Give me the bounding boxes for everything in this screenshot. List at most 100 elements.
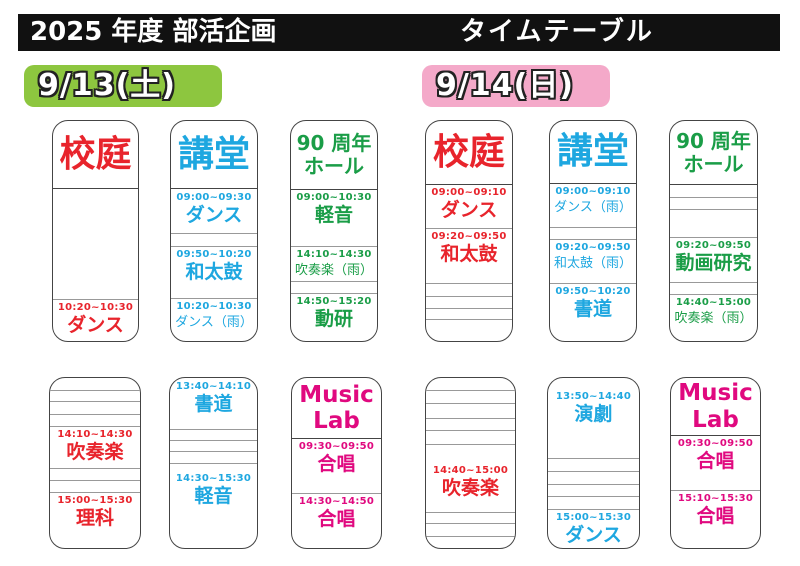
slot-club-name: ダンス xyxy=(565,524,622,546)
slot-time: 14:40~15:00 xyxy=(432,465,509,476)
time-slot: 09:30~09:50 合唱 xyxy=(671,435,760,473)
divider xyxy=(670,282,757,283)
divider xyxy=(53,188,138,189)
divider xyxy=(670,197,757,198)
divider xyxy=(170,463,257,464)
divider xyxy=(426,283,512,284)
divider xyxy=(426,430,515,431)
venue-name-line: 講堂 xyxy=(556,131,629,173)
divider xyxy=(426,308,512,309)
slot-club-name: 軽音 xyxy=(314,204,353,226)
slot-club-name: ダンス（雨） xyxy=(175,315,253,330)
time-slot: 14:40~15:00 吹奏楽 xyxy=(426,462,515,500)
venue-card: 校庭 10:20~10:30 ダンス xyxy=(52,120,139,342)
venue-name-line: ホール xyxy=(683,151,744,176)
title-sub: タイムテーブル xyxy=(460,17,654,47)
time-slot: 09:00~09:10 ダンス xyxy=(426,184,512,222)
venue-name-line: Music xyxy=(299,381,374,408)
time-slot: 09:50~10:20 書道 xyxy=(550,283,636,321)
divider xyxy=(426,296,512,297)
slot-time: 09:20~09:50 xyxy=(675,240,752,251)
divider xyxy=(50,426,140,427)
divider xyxy=(426,536,515,537)
divider xyxy=(426,228,512,229)
divider xyxy=(53,299,138,300)
divider xyxy=(291,281,377,282)
slot-time: 09:00~09:30 xyxy=(176,192,252,203)
venue-card: 14:40~15:00 吹奏楽 xyxy=(425,377,516,549)
divider xyxy=(50,401,140,402)
divider xyxy=(171,246,257,247)
slot-club-name: 合唱 xyxy=(317,453,356,475)
time-slot: 09:30~09:50 合唱 xyxy=(292,438,381,476)
divider xyxy=(170,429,257,430)
slot-club-name: 合唱 xyxy=(696,450,735,472)
divider xyxy=(291,293,377,294)
slot-club-name: 吹奏楽 xyxy=(441,477,499,499)
divider xyxy=(426,319,512,320)
slot-time: 14:30~15:30 xyxy=(175,473,252,484)
slot-club-name: 和太鼓（雨） xyxy=(553,256,632,271)
divider xyxy=(670,184,757,185)
venue-name-line: 校庭 xyxy=(59,133,132,175)
slot-time: 09:00~09:10 xyxy=(431,187,507,198)
slot-club-name: 合唱 xyxy=(696,505,735,527)
slot-club-name: 動画研究 xyxy=(675,252,752,274)
time-slot: 15:00~15:30 理科 xyxy=(50,492,140,530)
divider xyxy=(670,294,757,295)
venue-name-line: 校庭 xyxy=(432,131,505,173)
venue-name: Music Lab xyxy=(671,378,760,435)
venue-card: 90 周年 ホール 09:20~09:50 動画研究 14:40~15:00 吹奏楽（雨） xyxy=(669,120,758,342)
venue-name-line: 講堂 xyxy=(177,133,250,175)
slot-time: 15:10~15:30 xyxy=(677,493,754,504)
slot-club-name: ダンス（雨） xyxy=(554,200,632,215)
divider xyxy=(170,440,257,441)
slot-time: 13:50~14:40 xyxy=(555,391,632,402)
divider xyxy=(171,188,257,189)
divider xyxy=(171,233,257,234)
time-slot: 14:10~14:30 吹奏楽 xyxy=(50,426,140,464)
time-slot: 10:20~10:30 ダンス xyxy=(53,299,138,337)
venue-card: 14:10~14:30 吹奏楽 15:00~15:30 理科 xyxy=(49,377,141,549)
divider xyxy=(548,509,639,510)
venue-name: 90 周年 ホール xyxy=(670,121,757,184)
venue-card: 講堂 09:00~09:30 ダンス 09:50~10:20 和太鼓 10:20~10:3… xyxy=(170,120,258,342)
time-slot: 09:20~09:50 動画研究 xyxy=(670,237,757,275)
slot-club-name: ダンス xyxy=(185,204,243,226)
slot-club-name: 和太鼓 xyxy=(440,243,498,265)
divider xyxy=(671,490,760,491)
venue-card: 13:50~14:40 演劇 15:00~15:30 ダンス xyxy=(547,377,640,549)
venue-name-line: Lab xyxy=(313,408,360,434)
divider xyxy=(550,283,636,284)
divider xyxy=(170,451,257,452)
venue-name: 講堂 xyxy=(171,121,257,188)
slot-time: 14:40~15:00 xyxy=(675,297,752,308)
divider xyxy=(50,390,140,391)
time-slot: 09:50~10:20 和太鼓 xyxy=(171,246,257,284)
slot-club-name: 軽音 xyxy=(194,485,233,507)
time-slot: 14:30~14:50 合唱 xyxy=(292,493,381,531)
divider xyxy=(291,246,377,247)
slot-time: 10:20~10:30 xyxy=(176,301,252,312)
venue-name-line: ホール xyxy=(304,154,364,178)
venue-name-line: Lab xyxy=(692,406,739,433)
slot-time: 14:10~14:30 xyxy=(57,429,133,440)
time-slot: 14:40~15:00 吹奏楽（雨） xyxy=(670,294,757,330)
slot-time: 14:50~15:20 xyxy=(296,296,372,307)
venue-card: Music Lab 09:30~09:50 合唱 14:30~14:50 合唱 xyxy=(291,377,382,549)
time-slot: 15:10~15:30 合唱 xyxy=(671,490,760,528)
divider xyxy=(671,435,760,436)
slot-time: 09:50~10:20 xyxy=(555,286,631,297)
slot-time: 09:50~10:20 xyxy=(176,249,252,260)
slot-time: 15:00~15:30 xyxy=(555,512,632,523)
divider xyxy=(292,438,381,439)
venue-card: 講堂 09:00~09:10 ダンス（雨） 09:20~09:50 和太鼓（雨） 09:5… xyxy=(549,120,637,342)
venue-name: Music Lab xyxy=(292,378,381,438)
divider xyxy=(426,444,515,445)
divider xyxy=(426,184,512,185)
day1-date-badge: 9/13(土) xyxy=(24,65,222,107)
title-main: 2025 年度 部活企画 xyxy=(30,17,277,47)
slot-time: 15:00~15:30 xyxy=(57,495,133,506)
time-slot: 09:00~09:10 ダンス（雨） xyxy=(550,183,636,219)
slot-time: 09:20~09:50 xyxy=(431,231,507,242)
